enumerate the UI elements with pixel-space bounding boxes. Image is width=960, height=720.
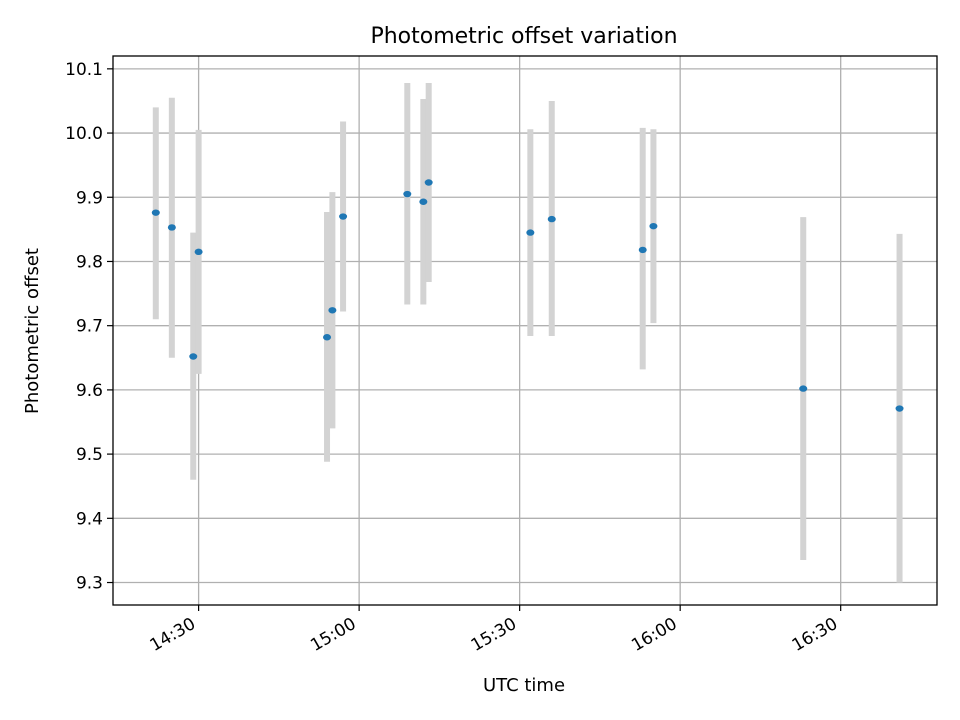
y-tick-label: 10.1	[65, 60, 103, 80]
y-tick-label: 9.5	[76, 445, 103, 465]
y-tick-label: 9.7	[76, 317, 103, 337]
data-point	[547, 215, 556, 223]
plot-frame	[112, 55, 938, 606]
data-point	[151, 209, 160, 216]
data-point	[189, 353, 198, 360]
y-tick-label: 9.4	[76, 509, 103, 529]
data-point	[167, 224, 176, 231]
grid	[113, 56, 937, 605]
y-axis-ticks: 9.3 9.4 9.5 9.6 9.7 9.8 9.9 10.0 10.1	[65, 60, 113, 594]
y-tick-label: 10.0	[65, 124, 103, 144]
y-tick-label: 9.6	[76, 381, 103, 401]
data-point	[419, 198, 428, 205]
data-point	[403, 190, 412, 198]
data-point	[424, 179, 433, 186]
data-point	[323, 334, 332, 341]
data-points	[151, 179, 904, 412]
data-point	[526, 229, 535, 236]
data-point	[194, 248, 203, 256]
x-axis-label: UTC time	[483, 675, 565, 696]
y-axis-label: Photometric offset	[22, 248, 43, 414]
data-point	[328, 307, 337, 314]
chart-title: Photometric offset variation	[370, 24, 677, 49]
data-point	[799, 385, 808, 392]
data-point	[638, 246, 647, 254]
y-tick-label: 9.3	[76, 574, 103, 594]
y-tick-label: 9.9	[76, 188, 103, 208]
data-point	[649, 222, 658, 230]
data-point	[339, 213, 348, 220]
y-tick-label: 9.8	[76, 252, 103, 272]
data-point	[895, 405, 904, 412]
